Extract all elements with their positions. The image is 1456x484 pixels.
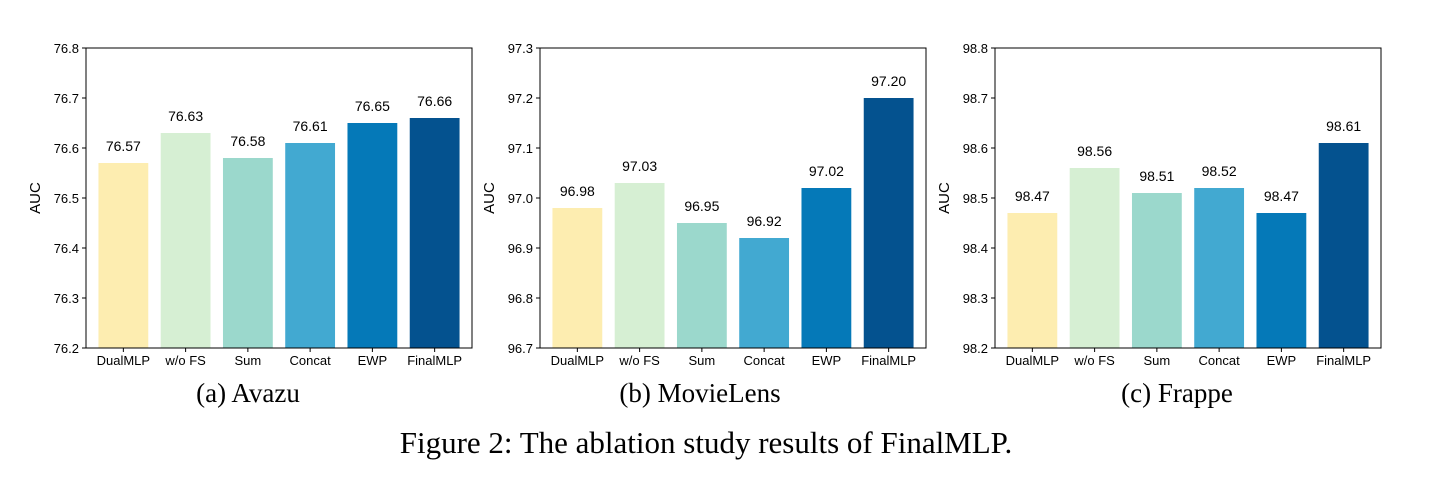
chart-panel-2: 96.98 DualMLP 97.03 w/o FS 96.95 Sum 96.92 Conc…	[481, 41, 927, 408]
bar	[1194, 188, 1245, 348]
x-tick-label: FinalMLP	[861, 353, 916, 368]
bar	[98, 163, 149, 348]
x-tick-label: DualMLP	[1006, 353, 1059, 368]
data-label: 98.52	[1202, 163, 1237, 179]
data-label: 97.03	[622, 158, 657, 174]
x-tick-label: w/o FS	[1073, 353, 1115, 368]
data-label: 96.92	[747, 213, 782, 229]
bar	[1256, 213, 1307, 348]
data-label: 76.57	[106, 138, 141, 154]
y-axis-label: AUC	[481, 182, 498, 214]
bar	[863, 98, 914, 348]
bar	[552, 208, 603, 348]
x-tick-label: Sum	[235, 353, 262, 368]
y-tick-label: 97.2	[508, 91, 533, 106]
data-label: 97.20	[871, 73, 906, 89]
x-tick-label: EWP	[1267, 353, 1297, 368]
data-label: 98.56	[1077, 143, 1112, 159]
data-label: 76.61	[293, 118, 328, 134]
x-tick-label: Sum	[689, 353, 716, 368]
data-label: 98.61	[1326, 118, 1361, 134]
chart-panel-3: 98.47 DualMLP 98.56 w/o FS 98.51 Sum 98.52 Conc…	[936, 41, 1382, 408]
subfigure-caption: (c) Frappe	[1121, 378, 1233, 408]
bar	[801, 188, 852, 348]
data-label: 98.47	[1015, 188, 1050, 204]
y-axis-label: AUC	[27, 182, 44, 214]
x-tick-label: Concat	[290, 353, 332, 368]
plot-frame	[85, 47, 473, 349]
bar	[614, 183, 665, 348]
y-tick-label: 76.7	[54, 91, 79, 106]
data-label: 96.95	[684, 198, 719, 214]
bar	[222, 158, 273, 348]
data-label: 76.65	[355, 98, 390, 114]
x-tick-label: Sum	[1144, 353, 1171, 368]
x-tick-label: FinalMLP	[1316, 353, 1371, 368]
x-tick-label: DualMLP	[551, 353, 604, 368]
bar	[409, 118, 460, 348]
chart-panel-1: 76.57 DualMLP 76.63 w/o FS 76.58 Sum 76.61 Conc…	[27, 41, 473, 408]
y-tick-label: 76.5	[54, 191, 79, 206]
x-tick-label: EWP	[812, 353, 842, 368]
bar	[739, 238, 790, 348]
subfigure-caption: (b) MovieLens	[619, 378, 780, 408]
y-tick-label: 98.2	[963, 341, 988, 356]
bar	[1069, 168, 1120, 348]
y-tick-label: 96.9	[508, 241, 533, 256]
x-tick-label: Concat	[1199, 353, 1241, 368]
y-tick-label: 98.3	[963, 291, 988, 306]
y-tick-label: 97.3	[508, 41, 533, 56]
x-tick-label: w/o FS	[618, 353, 660, 368]
data-label: 76.66	[417, 93, 452, 109]
bar	[676, 223, 727, 348]
y-tick-label: 98.5	[963, 191, 988, 206]
bar	[1007, 213, 1058, 348]
y-tick-label: 98.4	[963, 241, 988, 256]
y-tick-label: 76.3	[54, 291, 79, 306]
y-tick-label: 97.0	[508, 191, 533, 206]
data-label: 76.58	[230, 133, 265, 149]
data-label: 97.02	[809, 163, 844, 179]
x-tick-label: w/o FS	[164, 353, 206, 368]
figure-caption: Figure 2: The ablation study results of …	[400, 425, 1013, 460]
bar	[1318, 143, 1369, 348]
y-tick-label: 98.7	[963, 91, 988, 106]
bar	[347, 123, 398, 348]
plot-frame	[539, 47, 927, 349]
plot-frame	[994, 47, 1382, 349]
x-tick-label: Concat	[744, 353, 786, 368]
y-tick-label: 98.6	[963, 141, 988, 156]
x-tick-label: EWP	[358, 353, 388, 368]
x-tick-label: DualMLP	[97, 353, 150, 368]
y-tick-label: 96.8	[508, 291, 533, 306]
y-axis-label: AUC	[936, 182, 953, 214]
bar	[160, 133, 211, 348]
x-tick-label: FinalMLP	[407, 353, 462, 368]
y-tick-label: 76.6	[54, 141, 79, 156]
y-tick-label: 76.8	[54, 41, 79, 56]
data-label: 98.47	[1264, 188, 1299, 204]
bar	[1131, 193, 1182, 348]
y-tick-label: 76.4	[54, 241, 79, 256]
y-tick-label: 97.1	[508, 141, 533, 156]
y-tick-label: 76.2	[54, 341, 79, 356]
data-label: 96.98	[560, 183, 595, 199]
y-tick-label: 98.8	[963, 41, 988, 56]
y-tick-label: 96.7	[508, 341, 533, 356]
subfigure-caption: (a) Avazu	[196, 378, 300, 408]
data-label: 76.63	[168, 108, 203, 124]
bar	[285, 143, 336, 348]
data-label: 98.51	[1139, 168, 1174, 184]
